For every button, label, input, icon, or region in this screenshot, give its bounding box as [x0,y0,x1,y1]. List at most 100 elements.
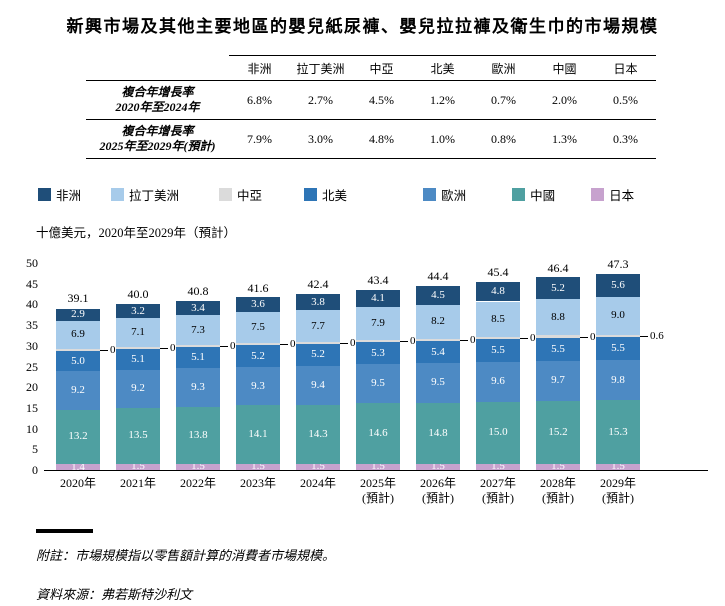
table-cell: 3.0% [290,119,351,159]
row-label-line2: 2025年至2029年(預計) [99,139,216,153]
table-row-cagr-2025-2029: 複合年增長率 2025年至2029年(預計) 7.9% 3.0% 4.8% 1.… [86,119,656,159]
bar-segment-4: 9.3 [176,368,220,407]
x-axis-line [44,470,708,471]
table-cell: 6.8% [229,80,290,120]
segment-value-label: 3.4 [191,301,205,314]
table-cell: 0.3% [595,119,656,159]
legend-item-china: 中國 [512,185,555,204]
segment-value-label: 1.5 [611,460,625,473]
legend-swatch [219,188,233,201]
legend-item-africa: 非洲 [38,185,81,204]
bar-segment-3: 5.2 [236,345,280,367]
bar-segment-4: 9.5 [416,363,460,403]
x-axis-category-label: 2028年 (預計) [539,476,576,505]
segment-value-label: 4.1 [371,292,385,305]
callout-line [640,335,648,337]
footer-divider [36,529,93,533]
callout-line [580,336,588,338]
segment-value-label: 9.8 [611,373,625,386]
bar-total-label: 41.6 [247,280,269,295]
segment-value-label: 2.9 [71,308,85,321]
bar-segment-2 [416,338,460,341]
footnote: 附註：市場規模指以零售額計算的消費者市場規模。 [36,548,336,563]
legend-item-europe: 歐洲 [423,185,466,204]
bar-segment-4: 9.5 [356,364,400,404]
bar-segment-2 [236,343,280,346]
table-cell: 0.5% [595,80,656,120]
bar-segment-4: 9.3 [236,366,280,406]
y-axis-tick-label: 30 [26,338,38,353]
axis-unit-label: 十億美元，2020年至2029年（預計） [36,226,237,240]
legend-label: 北美 [322,189,348,203]
bar-segment-5: 13.5 [116,407,160,464]
table-cell: 0.8% [473,119,534,159]
bar-segment-5: 13.8 [176,406,220,464]
y-axis-tick-label: 10 [26,421,38,436]
bar-segment-4: 9.6 [476,361,520,402]
bar-segment-3: 5.5 [536,337,580,361]
segment-value-label: 13.2 [68,430,88,443]
segment-value-label: 9.7 [551,374,565,387]
segment-value-label: 3.6 [251,298,265,311]
bar-segment-6: 1.5 [116,461,160,472]
bar-segment-6: 1.4 [56,461,100,472]
segment-value-label: 5.0 [71,354,85,367]
table-corner-cell [86,55,229,81]
bar-segment-3: 5.5 [476,339,520,362]
legend-label: 拉丁美洲 [129,189,180,203]
bar-segment-3: 5.3 [356,342,400,364]
segment-value-label: 3.8 [311,295,325,308]
bar-segment-6: 1.5 [536,461,580,472]
table-column-header: 日本 [595,55,656,81]
segment-value-label: 8.5 [491,312,505,325]
bar-segment-5: 15.3 [596,400,640,464]
bar-total-label: 40.8 [187,284,209,299]
bar-segment-2 [476,336,520,340]
segment-value-label: 1.5 [371,460,385,473]
y-axis-tick-label: 20 [26,380,38,395]
table-cell: 1.3% [534,119,595,159]
table-row-cagr-2020-2024: 複合年增長率 2020年至2024年 6.8% 2.7% 4.5% 1.2% 0… [86,80,656,120]
table-cell: 4.5% [351,80,412,120]
bar-segment-1: 7.1 [116,317,160,348]
segment-value-label: 5.4 [431,345,445,358]
row-label-line2: 2020年至2024年 [115,100,200,114]
segment-value-label: 5.2 [311,348,325,361]
legend-swatch [304,188,318,201]
legend-item-latin-america: 拉丁美洲 [111,185,179,204]
segment-value-label: 7.7 [311,319,325,332]
segment-value-label: 5.3 [371,346,385,359]
segment-value-label: 14.3 [308,427,328,440]
bar-segment-2 [536,335,580,338]
bar-segment-2 [56,349,100,351]
segment-value-label: 7.1 [131,325,145,338]
segment-value-label: 14.1 [248,428,268,441]
stacked-bar-chart: 051015202530354045501.413.29.25.00.46.92… [0,245,725,509]
chart-legend: 非洲 拉丁美洲 中亞 北美 歐洲 中國 日本 [38,185,725,204]
callout-line [280,344,288,346]
segment-value-label: 1.5 [251,460,265,473]
bar-segment-1: 7.3 [176,315,220,346]
y-axis-tick-label: 50 [26,256,38,270]
table-cell: 2.7% [290,80,351,120]
segment-value-label: 14.8 [428,426,448,439]
bar-segment-6: 1.5 [416,461,460,472]
x-axis-category-label: 2026年 (預計) [419,476,456,505]
segment-value-label: 5.5 [491,344,505,357]
segment-value-label: 14.6 [368,427,388,440]
bar-segment-1: 6.9 [56,320,100,350]
bar-segment-1: 7.5 [236,312,280,344]
bar-segment-2 [596,334,640,338]
bar-segment-0: 4.1 [356,290,400,308]
bar-segment-1: 7.9 [356,307,400,340]
segment-value-label: 1.5 [311,460,325,473]
legend-swatch [38,188,51,201]
bar-segment-3: 5.5 [596,337,640,360]
bar-segment-4: 9.8 [596,359,640,401]
table-cell: 7.9% [229,119,290,159]
bar-segment-2 [176,345,220,348]
segment-value-label: 7.3 [191,323,205,336]
table-row-label: 複合年增長率 2025年至2029年(預計) [86,119,229,159]
bar-segment-6: 1.5 [596,460,640,473]
